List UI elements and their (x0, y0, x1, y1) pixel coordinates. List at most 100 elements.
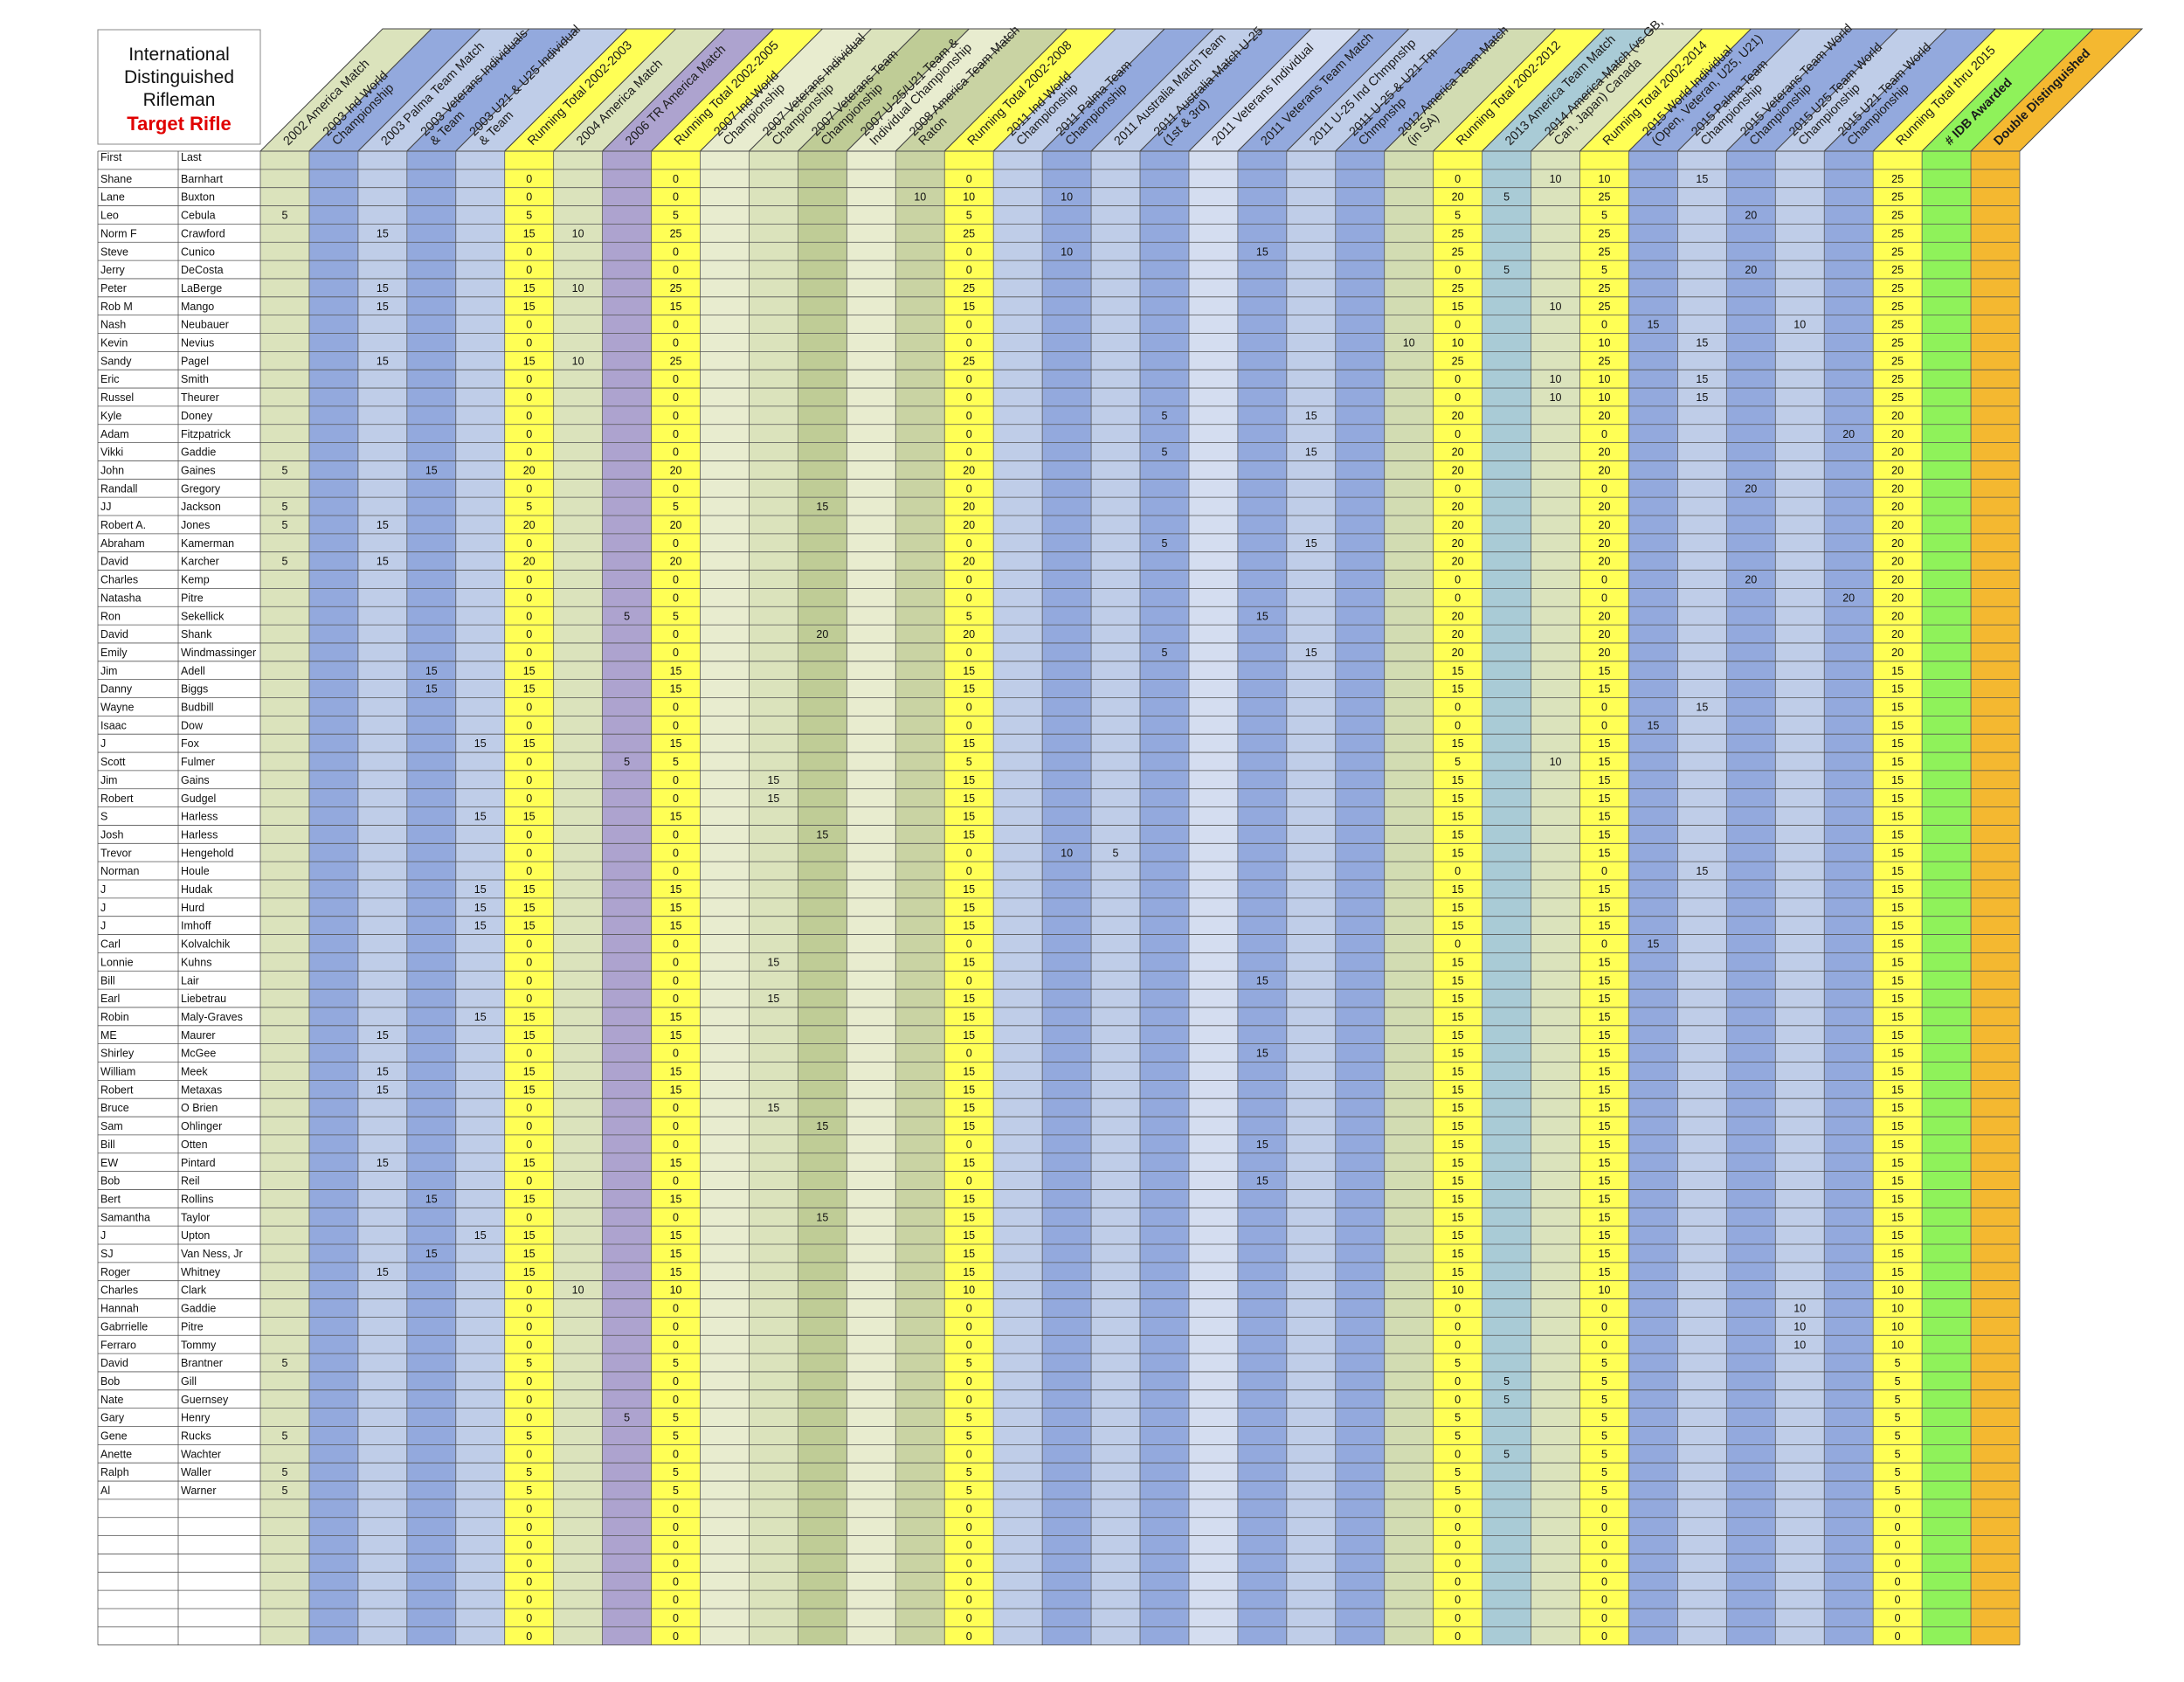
score-cell: 25 (1891, 191, 1904, 204)
score-cell: 15 (816, 501, 828, 513)
score-cell: 15 (1256, 1139, 1268, 1151)
score-cell: 15 (1305, 647, 1317, 659)
score-cell: 5 (1601, 210, 1607, 222)
score-cell: 15 (1891, 719, 1904, 731)
first-name-cell: Al (100, 1485, 110, 1497)
score-cell: 20 (523, 519, 536, 531)
score-cell: 10 (1891, 1320, 1904, 1332)
first-name-cell: Charles (100, 574, 138, 586)
score-cell: 15 (523, 1029, 536, 1042)
first-name-cell: David (100, 556, 128, 568)
score-cell: 15 (1891, 1193, 1904, 1205)
score-cell: 20 (1599, 628, 1611, 640)
score-cell: 0 (1601, 1540, 1607, 1552)
score-cell: 20 (1891, 592, 1904, 604)
score-cell: 0 (1895, 1594, 1901, 1606)
score-cell: 15 (1256, 974, 1268, 986)
last-name-cell: Guernsey (181, 1394, 229, 1406)
score-cell: 0 (673, 1630, 679, 1643)
last-name-cell: Fitzpatrick (181, 428, 232, 440)
score-cell: 15 (377, 519, 389, 531)
score-cell: 0 (1455, 1303, 1461, 1315)
score-cell: 0 (526, 1211, 532, 1223)
score-cell: 15 (1891, 1048, 1904, 1060)
first-name-cell: Ferraro (100, 1339, 136, 1351)
score-cell: 0 (673, 264, 679, 276)
score-cell: 15 (1452, 1048, 1464, 1060)
score-cell: 15 (523, 665, 536, 677)
score-cell: 15 (474, 902, 487, 914)
score-cell: 15 (963, 920, 975, 932)
score-cell: 20 (1891, 556, 1904, 568)
score-cell: 5 (526, 501, 532, 513)
score-cell: 0 (526, 537, 532, 550)
score-cell: 0 (673, 1557, 679, 1569)
score-cell: 10 (1061, 847, 1073, 859)
score-cell: 20 (1891, 410, 1904, 422)
last-name-cell: Biggs (181, 683, 208, 696)
last-name-cell: Kamerman (181, 537, 234, 550)
score-cell: 5 (1895, 1485, 1901, 1497)
score-cell: 0 (1895, 1575, 1901, 1588)
last-name-cell: Buxton (181, 191, 215, 204)
score-cell: 0 (526, 847, 532, 859)
score-cell: 0 (1601, 1320, 1607, 1332)
score-cell: 15 (1452, 902, 1464, 914)
score-cell: 5 (281, 1466, 287, 1478)
first-name-cell: EW (100, 1157, 118, 1169)
score-cell: 15 (1452, 828, 1464, 841)
score-cell: 15 (963, 1248, 975, 1260)
first-name-cell: Emily (100, 647, 128, 659)
score-cell: 0 (526, 592, 532, 604)
score-cell: 0 (673, 391, 679, 404)
score-cell: 0 (966, 1575, 972, 1588)
first-name-cell: J (100, 883, 106, 896)
score-cell: 0 (1601, 1557, 1607, 1569)
score-cell: 0 (673, 1102, 679, 1114)
score-cell: 15 (963, 1029, 975, 1042)
score-cell: 5 (1503, 264, 1510, 276)
score-cell: 0 (673, 1540, 679, 1552)
score-cell: 0 (1455, 865, 1461, 877)
score-cell: 5 (526, 1430, 532, 1443)
score-cell: 20 (1891, 628, 1904, 640)
last-name-cell: Harless (181, 828, 218, 841)
first-name-cell: Bill (100, 974, 115, 986)
score-cell: 15 (1599, 1066, 1611, 1078)
score-cell: 5 (281, 210, 287, 222)
score-cell: 0 (966, 1521, 972, 1533)
score-cell: 15 (523, 1083, 536, 1096)
score-cell: 15 (1452, 1139, 1464, 1151)
score-cell: 0 (673, 828, 679, 841)
score-cell: 15 (816, 1120, 828, 1132)
score-cell: 15 (523, 902, 536, 914)
score-cell: 0 (673, 647, 679, 659)
score-cell: 0 (1601, 1612, 1607, 1624)
score-cell: 15 (963, 683, 975, 696)
score-cell: 15 (1452, 1248, 1464, 1260)
score-cell: 15 (1891, 902, 1904, 914)
score-cell: 0 (966, 1375, 972, 1388)
score-cell: 15 (1891, 665, 1904, 677)
score-cell: 0 (1601, 1575, 1607, 1588)
score-cell: 5 (1601, 1485, 1607, 1497)
score-cell: 5 (1161, 410, 1167, 422)
last-name-cell: Taylor (181, 1211, 210, 1223)
score-cell: 15 (963, 1229, 975, 1242)
last-name-cell: Liebetrau (181, 993, 226, 1005)
score-cell: 5 (1601, 264, 1607, 276)
score-cell: 20 (1452, 537, 1464, 550)
first-name-cell: Adam (100, 428, 129, 440)
score-cell: 0 (1455, 1521, 1461, 1533)
score-cell: 0 (526, 647, 532, 659)
first-name-cell: William (100, 1066, 135, 1078)
score-cell: 15 (1696, 337, 1708, 350)
first-name-cell: Randall (100, 482, 137, 495)
first-name-cell: Roger (100, 1266, 130, 1278)
score-cell: 15 (1452, 737, 1464, 750)
score-cell: 15 (377, 301, 389, 313)
score-cell: 0 (966, 1175, 972, 1187)
first-name-cell: Bill (100, 1139, 115, 1151)
first-name-cell: Norman (100, 865, 140, 877)
score-cell: 0 (1455, 482, 1461, 495)
